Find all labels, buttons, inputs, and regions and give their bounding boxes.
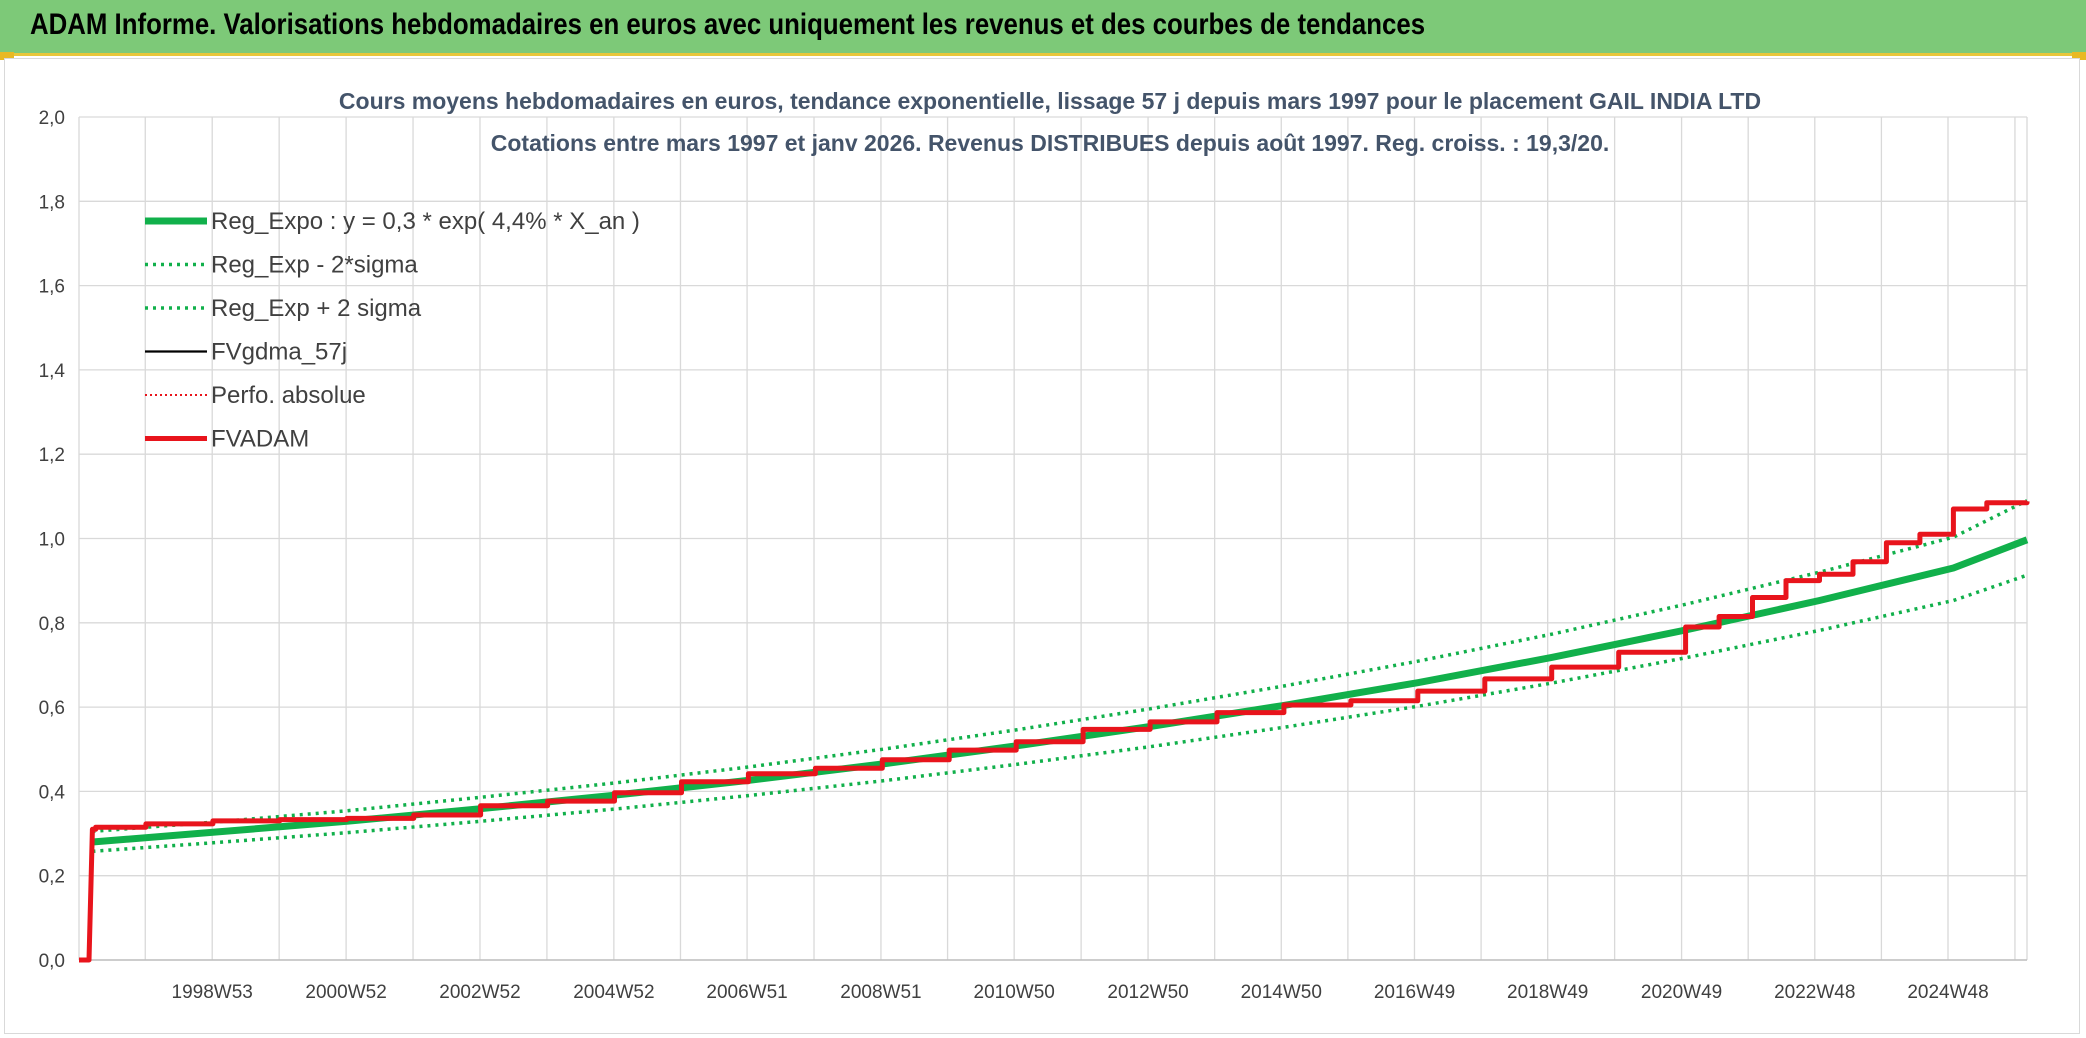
report-banner-title: ADAM Informe. Valorisations hebdomadaire…	[30, 8, 1426, 41]
y-tick-label: 0,4	[39, 782, 66, 803]
chart-title: Cours moyens hebdomadaires en euros, ten…	[339, 88, 1761, 114]
y-tick-label: 2,0	[39, 108, 65, 129]
x-tick-label: 2012W50	[1107, 982, 1188, 1003]
legend-label: FVADAM	[211, 426, 309, 453]
legend-label: Reg_Exp + 2 sigma	[211, 295, 422, 322]
series-line-5	[79, 501, 2028, 961]
x-tick-label: 2006W51	[706, 982, 787, 1003]
x-tick-label: 2002W52	[439, 982, 520, 1003]
line-chart: 0,0 0,2 0,4 0,6 0,8 1,0 1,2 1,4 1,6 1,8 2,0 1998W53…	[39, 88, 2030, 1003]
chart-panel: 0,0 0,2 0,4 0,6 0,8 1,0 1,2 1,4 1,6 1,8 2,0 1998W53…	[4, 58, 2080, 1034]
legend-label: FVgdma_57j	[211, 339, 347, 366]
x-tick-label: 1998W53	[172, 982, 253, 1003]
axes: 0,0 0,2 0,4 0,6 0,8 1,0 1,2 1,4 1,6 1,8 2,0 1998W53…	[39, 108, 1989, 1003]
y-tick-label: 1,8	[39, 192, 65, 213]
y-tick-label: 0,0	[39, 951, 65, 972]
y-tick-label: 0,8	[39, 614, 65, 635]
series-line-4	[79, 501, 2029, 962]
y-tick-label: 1,0	[39, 530, 65, 551]
y-tick-label: 1,2	[39, 445, 65, 466]
x-tick-label: 2020W49	[1641, 982, 1722, 1003]
x-tick-label: 2000W52	[305, 982, 386, 1003]
y-tick-label: 0,6	[39, 698, 65, 719]
legend-label: Perfo. absolue	[211, 382, 366, 409]
chart-subtitle: Cotations entre mars 1997 et janv 2026. …	[491, 130, 1610, 156]
chart-legend: Reg_Expo : y = 0,3 * exp( 4,4% * X_an ) R…	[145, 208, 640, 453]
x-tick-label: 2014W50	[1241, 982, 1322, 1003]
legend-label: Reg_Expo : y = 0,3 * exp( 4,4% * X_an )	[211, 208, 640, 235]
banner-corner-left	[0, 52, 14, 60]
legend-label: Reg_Exp - 2*sigma	[211, 252, 418, 279]
x-tick-label: 2018W49	[1507, 982, 1588, 1003]
y-tick-label: 1,4	[39, 361, 66, 382]
x-tick-label: 2022W48	[1774, 982, 1855, 1003]
x-tick-label: 2008W51	[840, 982, 921, 1003]
x-tick-label: 2004W52	[573, 982, 654, 1003]
report-banner: ADAM Informe. Valorisations hebdomadaire…	[0, 0, 2086, 56]
series-line-3	[92, 499, 2028, 834]
x-tick-label: 2016W49	[1374, 982, 1455, 1003]
banner-corner-right	[2072, 52, 2086, 60]
series-line-1	[92, 536, 2029, 846]
grid-lines	[78, 116, 2028, 961]
series-line-2	[92, 573, 2028, 854]
y-tick-label: 0,2	[39, 867, 65, 888]
x-tick-label: 2024W48	[1907, 982, 1988, 1003]
x-tick-label: 2010W50	[974, 982, 1055, 1003]
series-lines	[79, 499, 2030, 963]
series-line-6	[79, 500, 2030, 963]
y-tick-label: 1,6	[39, 277, 65, 298]
